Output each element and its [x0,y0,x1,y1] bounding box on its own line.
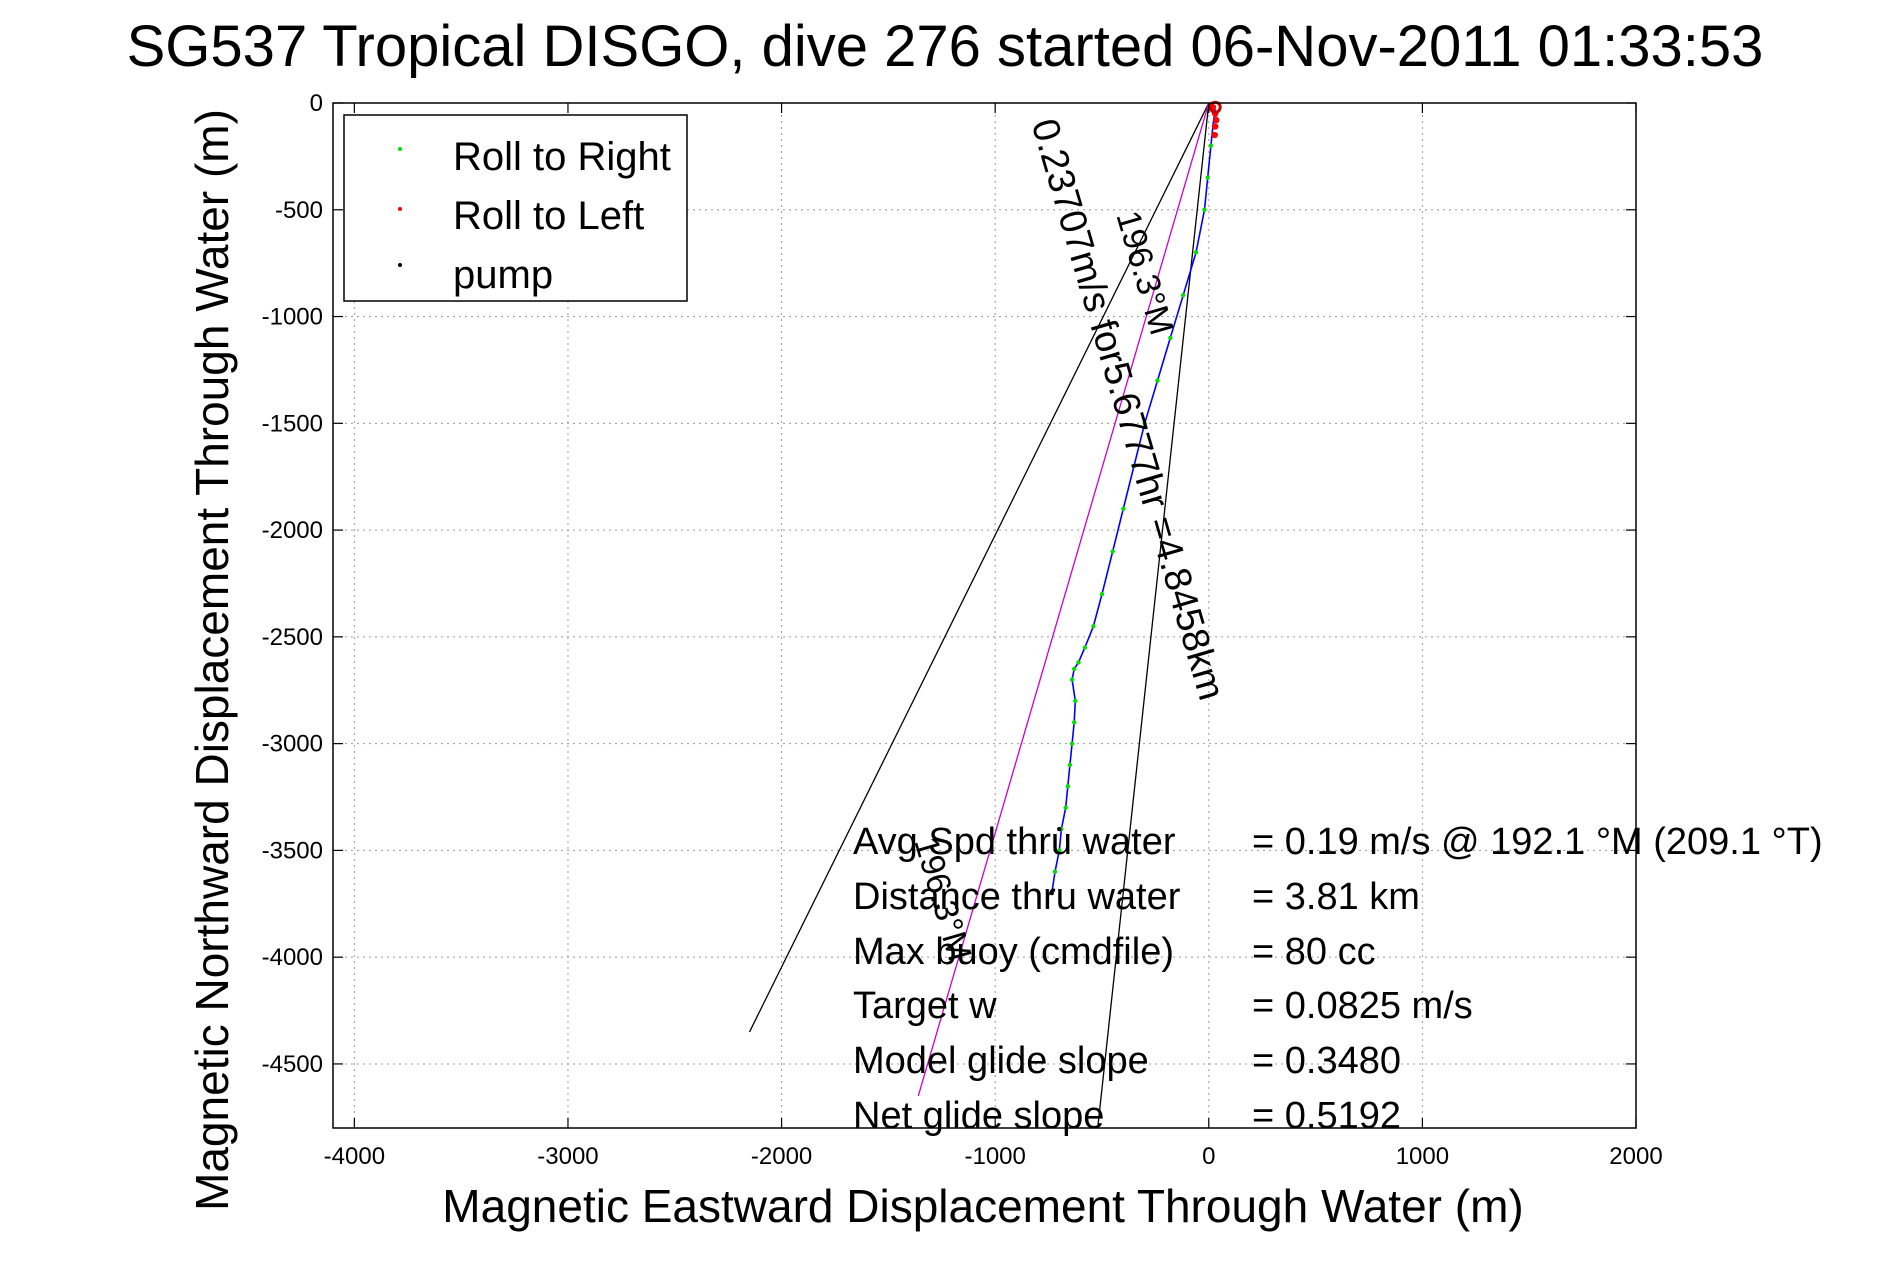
x-tick-label: -2000 [751,1143,812,1170]
legend-label-roll-left: Roll to Left [453,194,644,238]
x-axis-ticks: -4000 -3000 -2000 -1000 0 1000 2000 [324,103,1663,1170]
data-point-roll-to-right [1131,463,1137,469]
data-point-roll-to-right [1057,848,1062,853]
data-point-roll-to-right [1072,720,1077,725]
data-point-roll-to-left [1213,116,1220,124]
data-point-roll-to-right [1180,292,1186,298]
y-tick-label: -3500 [262,837,323,864]
y-tick-label: -2000 [262,517,323,544]
reference-line [917,102,1210,1097]
x-tick-label: 1000 [1396,1143,1449,1170]
x-tick-label: -4000 [324,1143,385,1170]
x-tick-label: -1000 [964,1143,1025,1170]
stat-label-net-glide-slope: Net glide slope [853,1095,1104,1137]
data-point-roll-to-right [1069,741,1075,746]
y-tick-label: -1500 [262,410,323,437]
data-point-roll-to-right [1142,421,1147,426]
stat-label-max-buoy: Max buoy (cmdfile) [853,931,1174,973]
legend: Roll to Right Roll to Left pump [343,114,688,302]
legend-marker-pump [398,263,402,267]
x-axis-label: Magnetic Eastward Displacement Through W… [442,1180,1523,1232]
data-point-roll-to-right [1208,143,1214,148]
x-tick-label: 0 [1202,1143,1215,1170]
stat-value-net-glide-slope: = 0.5192 [1252,1095,1401,1137]
legend-label-roll-right: Roll to Right [453,135,671,179]
stat-label-target-w: Target w [853,985,997,1027]
stat-value-max-buoy: = 80 cc [1252,931,1376,973]
y-tick-label: -4500 [262,1051,323,1078]
data-point-roll-to-right [1205,175,1210,180]
y-tick-label: -500 [275,197,323,224]
data-point-roll-to-right [1063,805,1068,810]
data-point-roll-to-right [1091,623,1096,629]
data-point-roll-to-right [1202,207,1207,212]
data-point-roll-to-right [1067,762,1073,768]
data-point-roll-to-right [1072,666,1077,672]
data-point-roll-to-right [1168,335,1173,341]
x-tick-label: 2000 [1609,1143,1662,1170]
data-point-roll-to-right [1082,645,1088,650]
y-axis-ticks: 0 -500 -1000 -1500 -2000 -2500 -3000 -3500 -4000… [262,90,1636,1078]
y-tick-label: 0 [310,90,323,117]
y-tick-label: -2500 [262,624,323,651]
stat-value-distance: = 3.81 km [1252,876,1420,918]
stat-label-avg-speed: Avg Spd thru water [853,821,1176,863]
data-point-roll-to-left [1211,131,1218,139]
data-point-roll-to-right [1076,660,1081,665]
stat-value-target-w: = 0.0825 m/s [1252,985,1473,1027]
legend-label-pump: pump [453,253,553,297]
data-markers [1049,100,1222,896]
stat-label-distance: Distance thru water [853,876,1181,918]
data-point-pump [1049,890,1054,896]
data-point-roll-to-right [1052,869,1058,874]
stat-value-avg-speed: = 0.19 m/s @ 192.1 °M (209.1 °T) [1252,821,1823,863]
data-point-roll-to-right [1065,784,1071,789]
data-point-pump [1057,826,1062,832]
data-point-roll-to-right [1073,698,1078,704]
y-tick-label: -3000 [262,731,323,758]
data-point-roll-to-right [1110,549,1115,554]
legend-marker-roll-right [398,147,402,151]
x-tick-label: -3000 [537,1143,598,1170]
y-axis-label: Magnetic Northward Displacement Through … [186,109,238,1211]
data-point-roll-to-right [1193,250,1199,255]
legend-marker-roll-left [398,207,402,211]
dive-statistics: Avg Spd thru water = 0.19 m/s @ 192.1 °M… [853,821,1823,1137]
data-point-roll-to-left [1211,123,1219,130]
y-tick-label: -1000 [262,304,323,331]
stat-label-model-glide-slope: Model glide slope [853,1040,1149,1082]
stat-value-model-glide-slope: = 0.3480 [1252,1040,1401,1082]
data-point-roll-to-right [1069,677,1075,682]
reference-line [748,102,1210,1033]
data-point-roll-to-right [1099,591,1105,597]
data-point-roll-to-right [1155,378,1160,383]
chart-title: SG537 Tropical DISGO, dive 276 started 0… [127,14,1764,79]
plot-frame [332,102,1637,1129]
data-point-roll-to-right [1121,506,1126,511]
y-tick-label: -4000 [262,944,323,971]
